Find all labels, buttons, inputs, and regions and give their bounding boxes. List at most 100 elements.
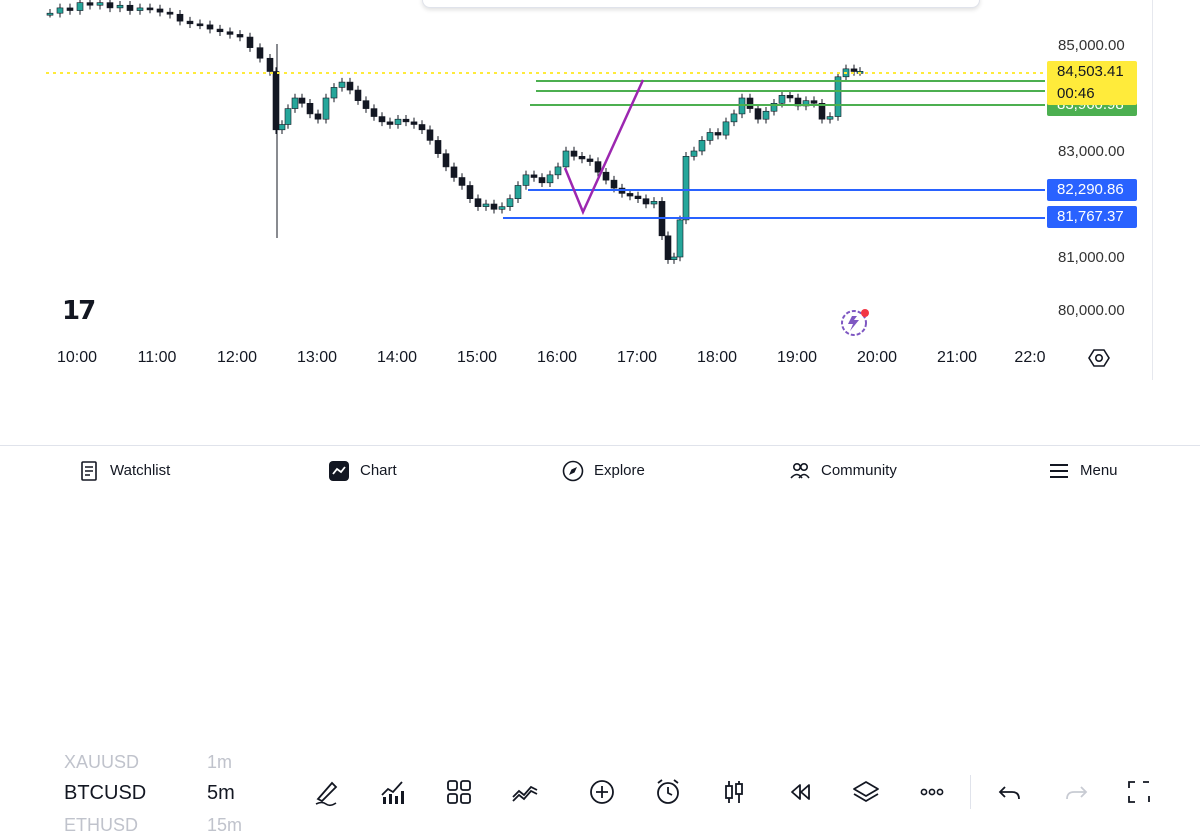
- candle: [722, 121, 730, 136]
- candle-type-icon[interactable]: [717, 775, 751, 809]
- toolbar-divider: [970, 775, 971, 809]
- candle: [378, 116, 386, 123]
- candle: [246, 36, 254, 48]
- templates-icon[interactable]: [442, 775, 476, 809]
- indicators-icon[interactable]: [376, 775, 410, 809]
- more-icon[interactable]: [915, 775, 949, 809]
- candle: [850, 68, 858, 72]
- candle: [498, 206, 506, 210]
- candle: [106, 2, 114, 9]
- candle: [402, 118, 410, 123]
- undo-icon[interactable]: [993, 775, 1027, 809]
- candle: [786, 95, 794, 99]
- time-label: 22:0: [1014, 349, 1046, 366]
- price-label-80000: 80,000.00: [1058, 302, 1125, 319]
- candle: [522, 174, 530, 186]
- nav-menu[interactable]: Menu: [1048, 446, 1118, 495]
- watchlist-icon: [81, 460, 97, 481]
- candle: [450, 166, 458, 178]
- candle: [714, 132, 722, 136]
- candle: [626, 193, 634, 197]
- time-label: 20:00: [856, 349, 898, 366]
- compare-icon[interactable]: [508, 775, 542, 809]
- bar-countdown: 00:46: [1057, 85, 1095, 102]
- nav-chart[interactable]: Chart: [328, 446, 397, 495]
- layers-icon[interactable]: [849, 775, 883, 809]
- candle: [418, 124, 426, 131]
- candle: [466, 185, 474, 199]
- candle: [370, 108, 378, 117]
- candle: [410, 121, 418, 125]
- candle: [186, 20, 194, 25]
- candle: [458, 177, 466, 186]
- candle: [826, 116, 834, 120]
- candle: [670, 256, 678, 260]
- candle: [546, 174, 554, 184]
- price-label-81000: 81,000.00: [1058, 249, 1125, 266]
- candle: [330, 87, 338, 99]
- candle: [818, 103, 826, 120]
- candle: [746, 97, 754, 109]
- fullscreen-icon[interactable]: [1122, 775, 1156, 809]
- price-label-85000: 85,000.00: [1058, 37, 1125, 54]
- candle: [176, 13, 184, 22]
- candle: [586, 158, 594, 162]
- time-label: 17:00: [616, 349, 658, 366]
- interval[interactable]: 5m: [207, 782, 235, 804]
- candle: [482, 203, 490, 207]
- chart-area[interactable]: 85,000.00 83,000.00 81,000.00 80,000.00 …: [0, 0, 1200, 380]
- candle: [602, 171, 610, 181]
- nav-community[interactable]: Community: [789, 446, 897, 495]
- brush-icon[interactable]: [310, 775, 344, 809]
- time-label: 18:00: [696, 349, 738, 366]
- candle: [570, 150, 578, 157]
- candle: [538, 177, 546, 184]
- ai-assistant-icon[interactable]: [836, 308, 872, 338]
- next-symbol[interactable]: ETHUSD: [64, 815, 139, 835]
- candle: [216, 28, 224, 33]
- candle: [354, 89, 362, 101]
- nav-explore[interactable]: Explore: [562, 446, 645, 495]
- price-label-83000: 83,000.00: [1058, 143, 1125, 160]
- chart-toolbar: XAUUSD 1m BTCUSD 5m ETHUSD 15m: [0, 380, 1200, 835]
- candle: [690, 150, 698, 157]
- candle: [730, 113, 738, 123]
- candle: [136, 7, 144, 11]
- prev-symbol[interactable]: XAUUSD: [64, 752, 140, 772]
- candle: [474, 198, 482, 207]
- candle: [116, 4, 124, 9]
- chart-settings-icon[interactable]: [1088, 347, 1110, 369]
- candle: [146, 7, 154, 11]
- candle: [650, 201, 658, 205]
- add-icon[interactable]: [585, 775, 619, 809]
- candle: [530, 174, 538, 178]
- candle: [96, 2, 104, 6]
- nav-menu-label: Menu: [1080, 462, 1118, 479]
- time-label: 19:00: [776, 349, 818, 366]
- price-chart[interactable]: [0, 0, 1200, 380]
- candle: [236, 34, 244, 38]
- candle: [642, 198, 650, 205]
- candle: [562, 150, 570, 168]
- tradingview-logo: 17: [62, 296, 96, 326]
- symbol-name[interactable]: BTCUSD: [64, 782, 147, 804]
- candle: [266, 57, 274, 72]
- candle: [278, 124, 286, 131]
- candle: [634, 195, 642, 200]
- candle: [554, 166, 562, 176]
- candle: [386, 121, 394, 125]
- candle: [86, 2, 94, 6]
- redo-icon[interactable]: [1059, 775, 1093, 809]
- candle: [578, 156, 586, 160]
- prev-interval[interactable]: 1m: [207, 752, 233, 772]
- candle: [810, 100, 818, 104]
- time-label: 11:00: [137, 349, 177, 366]
- alert-icon[interactable]: [651, 775, 685, 809]
- next-interval[interactable]: 15m: [207, 815, 243, 835]
- nav-community-label: Community: [821, 462, 897, 479]
- nav-watchlist[interactable]: Watchlist: [78, 446, 170, 495]
- candle: [206, 24, 214, 30]
- replay-icon[interactable]: [783, 775, 817, 809]
- pattern-drawing[interactable]: [563, 79, 645, 216]
- nav-explore-label: Explore: [594, 462, 645, 479]
